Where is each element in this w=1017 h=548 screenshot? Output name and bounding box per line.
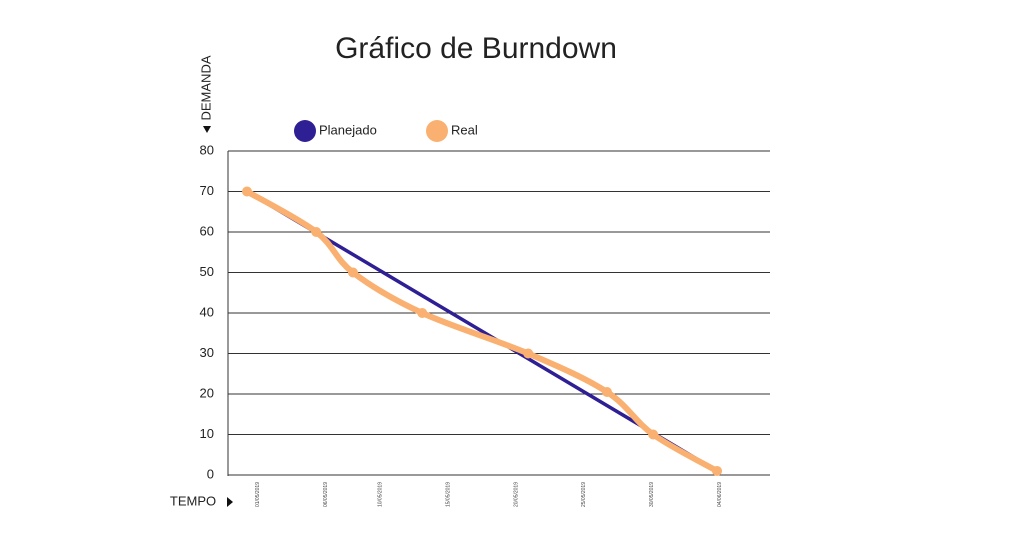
legend-marker — [426, 120, 448, 142]
x-tick-label: 01/05/2019 — [255, 482, 261, 507]
y-tick-label: 0 — [207, 466, 214, 481]
y-tick-label: 60 — [200, 223, 214, 238]
x-tick-label: 10/05/2019 — [377, 482, 383, 507]
x-tick-label: 25/05/2019 — [581, 482, 587, 507]
x-axis-label: TEMPO — [170, 493, 216, 508]
data-point — [712, 465, 723, 476]
y-tick-label: 80 — [200, 142, 214, 157]
y-tick-label: 40 — [200, 304, 214, 319]
x-tick-label: 20/05/2019 — [513, 482, 519, 507]
y-axis-arrow — [203, 126, 211, 133]
x-axis-arrow — [227, 497, 233, 507]
data-point — [242, 186, 253, 197]
data-point — [601, 386, 612, 397]
x-tick-label: 30/05/2019 — [649, 482, 655, 507]
x-tick-label: 15/05/2019 — [445, 482, 451, 507]
x-tick-label: 04/06/2019 — [717, 482, 723, 507]
y-tick-label: 10 — [200, 426, 214, 441]
chart-title: Gráfico de Burndown — [335, 32, 617, 65]
data-point — [417, 308, 428, 318]
y-tick-label: 70 — [200, 183, 214, 198]
y-tick-label: 20 — [200, 385, 214, 400]
data-point — [311, 227, 322, 237]
y-tick-label: 50 — [200, 264, 214, 279]
data-point — [347, 267, 358, 278]
series-line — [244, 188, 721, 474]
y-axis-label: DEMANDA — [198, 55, 213, 120]
legend-label: Real — [451, 122, 478, 137]
y-tick-label: 30 — [200, 345, 214, 360]
legend-marker — [294, 120, 316, 142]
legend-label: Planejado — [319, 122, 377, 137]
data-point — [648, 429, 659, 440]
x-tick-label: 06/05/2019 — [323, 482, 329, 507]
data-point — [523, 348, 534, 359]
legend: Planejado Real — [294, 120, 478, 142]
